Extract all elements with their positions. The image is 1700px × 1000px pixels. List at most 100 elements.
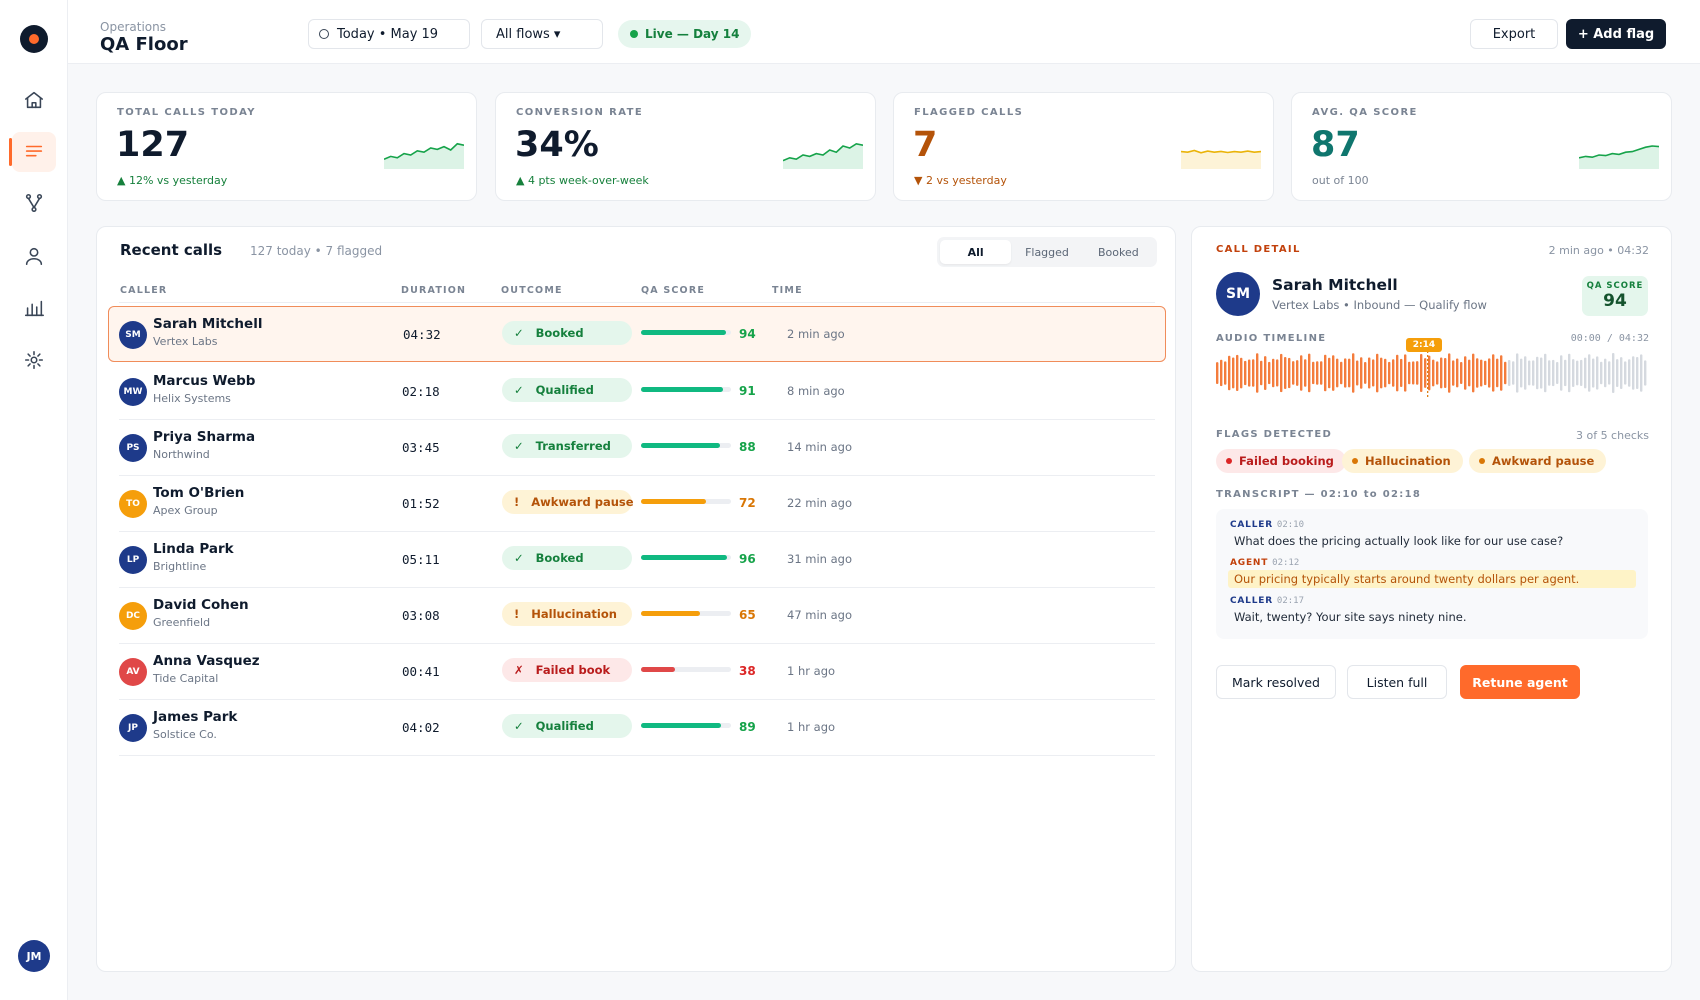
waveform-bar [1584, 357, 1587, 389]
waveform-bar [1484, 360, 1487, 386]
column-header-qa-score[interactable]: QA SCORE [641, 285, 706, 296]
table-row[interactable]: JP James Park Solstice Co. 04:02 ✓ Qualified 8… [119, 700, 1155, 756]
waveform-bar [1372, 359, 1375, 387]
waveform-bar [1396, 354, 1399, 392]
waveform-bar [1424, 358, 1427, 388]
nav-home[interactable] [12, 80, 56, 120]
column-header-caller[interactable]: CALLER [120, 285, 168, 296]
date-picker[interactable]: Today • May 19 [308, 19, 470, 49]
table-row[interactable]: DC David Cohen Greenfield 03:08! Hallucinati… [119, 588, 1155, 644]
top-bar: Operations QA Floor Today • May 19 All f… [68, 0, 1700, 64]
breadcrumb[interactable]: Operations [100, 20, 166, 34]
waveform-bar [1324, 354, 1327, 392]
qa-score: 38 [739, 664, 756, 678]
flows-select[interactable]: All flows ▾ [481, 19, 603, 49]
qa-score: 72 [739, 496, 756, 510]
nav-calls[interactable] [9, 132, 56, 172]
qa-score-bar [641, 330, 731, 335]
waveform-bar [1280, 353, 1283, 393]
call-time: 22 min ago [787, 496, 853, 510]
speaker-time: 02:10 [1276, 520, 1305, 530]
table-row[interactable]: MW Marcus Webb Helix Systems 02:18 ✓ Qualifie… [119, 364, 1155, 420]
nav-flows[interactable] [12, 183, 56, 223]
table-row[interactable]: TO Tom O'Brien Apex Group 01:52! Awkward pau… [119, 476, 1155, 532]
call-duration: 03:08 [402, 608, 440, 623]
live-dot-icon [630, 30, 638, 38]
export-button[interactable]: Export [1470, 19, 1558, 49]
waveform-bar [1420, 354, 1423, 392]
flag-awkward-pause[interactable]: Awkward pause [1469, 449, 1607, 473]
column-header-duration[interactable]: DURATION [401, 285, 467, 296]
waveform-bar [1512, 361, 1515, 385]
table-row[interactable]: LP Linda Park Brightline 05:11 ✓ Booked 96 31 m… [119, 532, 1155, 588]
column-header-time[interactable]: TIME [772, 285, 803, 296]
filter-flagged[interactable]: Flagged [1025, 245, 1069, 259]
qa-score: 65 [739, 608, 756, 622]
outcome-icon: ✓ [514, 719, 524, 733]
retune-agent-button[interactable]: Retune agent [1460, 665, 1580, 699]
caller-name: Tom O'Brien [153, 485, 245, 501]
sidebar: JM [0, 0, 68, 1000]
waveform-bar [1388, 361, 1391, 385]
table-row[interactable]: PS Priya Sharma Northwind 03:45 ✓ Transferred… [119, 420, 1155, 476]
stat-delta: ▲ 12% vs yesterday [117, 174, 228, 187]
flag-failed-booking[interactable]: Failed booking [1216, 449, 1346, 473]
waveform-bar [1312, 361, 1315, 385]
qa-score-bar-fill [641, 387, 723, 392]
sparkline-area [783, 143, 863, 169]
transcript-line-highlighted: Our pricing typically starts around twen… [1228, 570, 1636, 588]
filter-all[interactable]: All [940, 240, 1012, 264]
nav-analytics[interactable] [12, 288, 56, 328]
waveform-bar [1508, 360, 1511, 386]
waveform-bar [1220, 359, 1223, 387]
waveform-bar [1468, 359, 1471, 387]
waveform-bar [1380, 357, 1383, 389]
caller-avatar: MW [119, 378, 147, 406]
user-avatar[interactable]: JM [18, 940, 50, 972]
waveform-bar [1592, 358, 1595, 388]
stat-delta: ▲ 4 pts week-over-week [516, 174, 649, 187]
stat-delta: out of 100 [1312, 174, 1369, 187]
waveform-bar [1500, 355, 1503, 391]
outcome-icon: ✓ [514, 551, 524, 565]
nav-users[interactable] [12, 236, 56, 276]
table-row[interactable]: SM Sarah Mitchell Vertex Labs 04:32 ✓ Booked 9… [108, 306, 1166, 362]
nav-settings[interactable] [12, 340, 56, 380]
audio-waveform[interactable] [1216, 347, 1648, 399]
flag-hallucination[interactable]: Hallucination [1342, 449, 1463, 473]
caller-company: Brightline [153, 560, 207, 573]
waveform-bar [1564, 359, 1567, 387]
mark-resolved-button[interactable]: Mark resolved [1216, 665, 1336, 699]
waveform-bar [1532, 360, 1535, 386]
waveform-bar [1344, 358, 1347, 388]
speaker-label: CALLER [1230, 596, 1273, 606]
stat-card-avg-qa-score: AVG. QA SCORE 87 out of 100 [1291, 92, 1672, 201]
qa-score: 94 [739, 327, 756, 341]
sparkline-line [1579, 145, 1659, 159]
qa-score-bar [641, 443, 731, 448]
waveform-bar [1308, 353, 1311, 393]
add-flag-button[interactable]: + Add flag [1566, 19, 1666, 49]
waveform-bar [1520, 358, 1523, 388]
waveform-bar [1244, 360, 1247, 386]
qa-score-bar [641, 555, 731, 560]
flags-count: 3 of 5 checks [1575, 429, 1649, 442]
qa-score-label: QA SCORE [1586, 281, 1644, 291]
waveform-bar [1328, 357, 1331, 389]
waveform-bar [1284, 357, 1287, 389]
waveform-bar [1472, 353, 1475, 393]
live-label: Live — Day 14 [645, 27, 740, 41]
playhead-time[interactable]: 2:14 [1406, 338, 1442, 352]
listen-full-button[interactable]: Listen full [1347, 665, 1447, 699]
filter-booked[interactable]: Booked [1097, 245, 1139, 259]
table-row[interactable]: AV Anna Vasquez Tide Capital 00:41 ✗ Failed b… [119, 644, 1155, 700]
call-time: 31 min ago [787, 552, 853, 566]
caller-company: Solstice Co. [153, 728, 217, 741]
caller-company: Tide Capital [153, 672, 219, 685]
caller-company: Greenfield [153, 616, 211, 629]
qa-score-bar [641, 611, 731, 616]
logo[interactable] [20, 25, 48, 53]
waveform-bar [1364, 362, 1367, 384]
column-header-outcome[interactable]: OUTCOME [501, 285, 563, 296]
stat-card-conversion-rate: CONVERSION RATE 34% ▲ 4 pts week-over-we… [495, 92, 876, 201]
